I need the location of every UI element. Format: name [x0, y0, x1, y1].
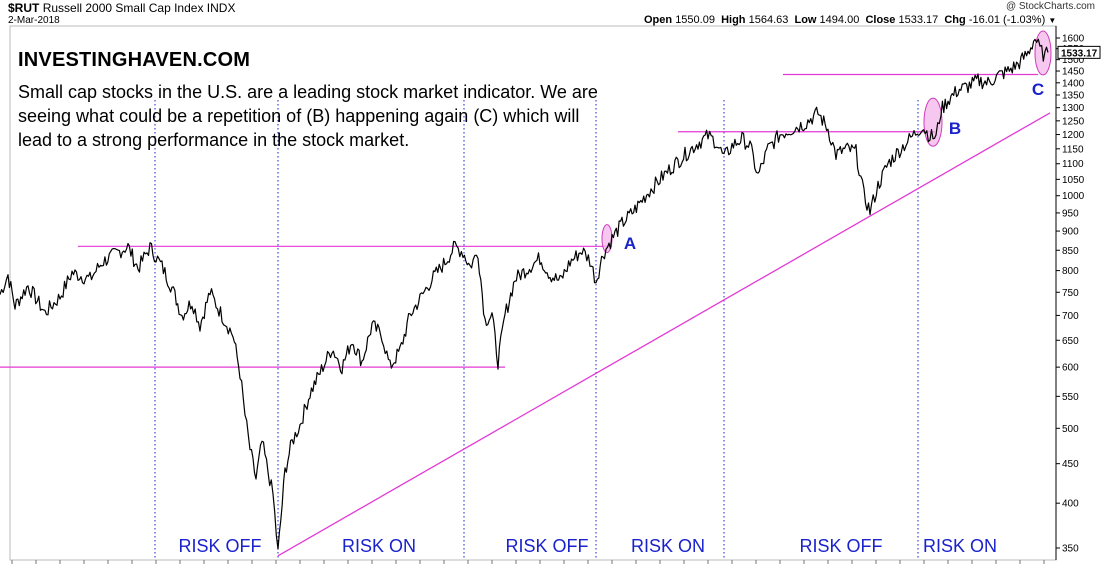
ohlc-readout: Open 1550.09 High 1564.63 Low 1494.00 Cl… [644, 14, 1056, 26]
close-label: Close [865, 14, 896, 26]
open-label: Open [644, 14, 673, 26]
chg-value: -16.01 (-1.03%) [968, 14, 1046, 26]
y-tick-label: 650 [1062, 336, 1079, 347]
price-series-line [0, 38, 1049, 550]
y-tick-label: 1500 [1062, 55, 1085, 66]
regime-label: RISK OFF [505, 536, 588, 556]
down-arrow-icon: ▼ [1048, 16, 1057, 25]
pattern-marker: C [1032, 80, 1044, 99]
watermark: @ StockCharts.com [1005, 1, 1095, 12]
regime-label: RISK ON [631, 536, 705, 556]
chart-title: $RUT Russell 2000 Small Cap Index INDX [8, 1, 235, 15]
y-tick-label: 350 [1062, 544, 1079, 555]
y-tick-label: 400 [1062, 499, 1079, 510]
low-label: Low [794, 14, 817, 26]
index-name: Russell 2000 Small Cap Index [42, 1, 204, 15]
y-tick-label: 1000 [1062, 191, 1085, 202]
y-tick-label: 800 [1062, 266, 1079, 277]
highlight-ellipse [923, 97, 943, 147]
close-value: 1533.17 [898, 14, 939, 26]
high-value: 1564.63 [748, 14, 789, 26]
y-tick-label: 1250 [1062, 116, 1085, 127]
y-tick-label: 1150 [1062, 144, 1084, 155]
y-tick-label: 750 [1062, 288, 1079, 299]
regime-label: RISK ON [923, 536, 997, 556]
y-tick-label: 550 [1062, 392, 1079, 403]
regime-label: RISK OFF [799, 536, 882, 556]
last-value-label: 1533.17 [1061, 48, 1098, 59]
last-value-tag [1057, 45, 1101, 59]
brand-heading: INVESTINGHAVEN.COM [18, 49, 251, 71]
exchange: INDX [206, 1, 236, 15]
regime-label: RISK OFF [178, 536, 261, 556]
high-label: High [721, 14, 746, 26]
y-tick-label: 700 [1062, 311, 1079, 322]
y-tick-label: 1200 [1062, 130, 1085, 141]
y-tick-label: 1100 [1062, 159, 1084, 170]
symbol: $RUT [8, 1, 40, 15]
y-tick-label: 950 [1062, 208, 1079, 219]
y-tick-label: 1050 [1062, 175, 1085, 186]
commentary-text: Small cap stocks in the U.S. are a leadi… [18, 82, 598, 150]
y-tick-label: 850 [1062, 246, 1079, 257]
low-value: 1494.00 [819, 14, 860, 26]
y-tick-label: 600 [1062, 363, 1079, 374]
trendline [277, 112, 1051, 557]
y-tick-label: 1450 [1062, 67, 1085, 78]
chg-label: Chg [944, 14, 966, 26]
pattern-marker: B [949, 119, 961, 138]
y-tick-label: 900 [1062, 227, 1079, 238]
pattern-marker: A [624, 234, 636, 253]
regime-label: RISK ON [342, 536, 416, 556]
y-tick-label: 1600 [1062, 34, 1085, 45]
chart-date: 2-Mar-2018 [8, 15, 60, 26]
y-tick-label: 1400 [1062, 78, 1085, 89]
y-tick-label: 1350 [1062, 91, 1085, 102]
y-tick-label: 500 [1062, 424, 1079, 435]
open-value: 1550.09 [675, 14, 715, 26]
y-tick-label: 1300 [1062, 103, 1085, 114]
y-tick-label: 450 [1062, 459, 1079, 470]
